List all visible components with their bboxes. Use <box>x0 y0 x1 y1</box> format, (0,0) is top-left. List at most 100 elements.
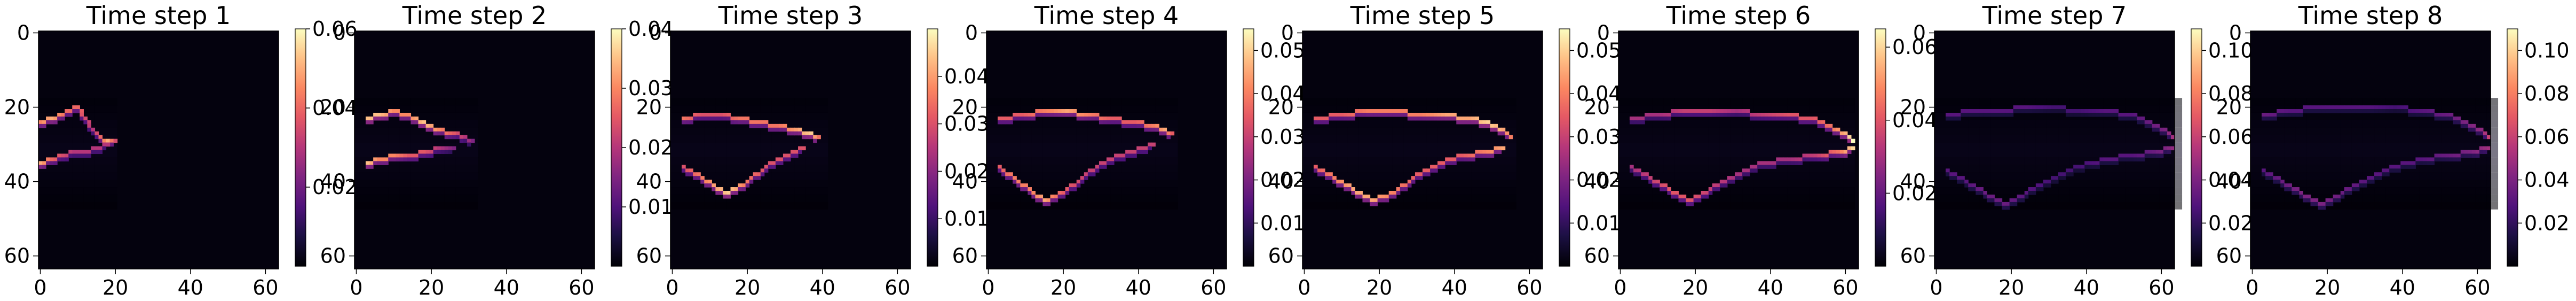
heatmap-cell <box>693 127 705 135</box>
heatmap-cell <box>1061 109 1066 113</box>
heatmap-cell <box>2453 172 2464 180</box>
heatmap-cell <box>1358 142 1370 150</box>
heatmap-cell <box>756 124 761 128</box>
heatmap-cell <box>455 202 467 210</box>
heatmap-cell <box>2159 157 2171 165</box>
heatmap-cell <box>1091 112 1096 117</box>
heatmap-cell <box>1460 202 1472 210</box>
heatmap-cell <box>1035 194 1040 199</box>
heatmap-cell <box>753 172 757 176</box>
y-tick-label: 20 <box>320 96 346 119</box>
x-tick-label: 20 <box>734 276 760 299</box>
heatmap-cell <box>452 146 456 151</box>
heatmap-cell <box>2058 127 2070 135</box>
heatmap-cell <box>2096 109 2100 113</box>
heatmap-cell <box>2262 202 2273 210</box>
heatmap-cell <box>794 172 806 180</box>
heatmap-cell <box>1133 124 1137 128</box>
heatmap-cell <box>46 116 50 121</box>
heatmap-cell <box>2351 109 2356 113</box>
heatmap-cell <box>1641 157 1653 165</box>
heatmap-cell <box>693 142 705 150</box>
heatmap-cell <box>2096 165 2100 169</box>
heatmap-cell <box>715 165 727 173</box>
heatmap-cell <box>1678 198 1683 203</box>
heatmap-cell <box>2295 112 2300 117</box>
heatmap-cell <box>726 116 731 121</box>
x-tick-label: 60 <box>1832 276 1858 299</box>
heatmap-cell <box>50 187 61 195</box>
heatmap-cell <box>440 127 445 132</box>
heatmap-cell <box>1373 109 1378 113</box>
heatmap-cell <box>1321 172 1325 176</box>
heatmap-cell <box>805 180 817 188</box>
heatmap-cell <box>1441 112 1445 117</box>
heatmap-cell <box>1964 180 1969 184</box>
heatmap-cell <box>1358 120 1370 128</box>
heatmap-cell <box>2114 120 2126 128</box>
heatmap-cell <box>2017 109 2021 113</box>
heatmap-cell <box>2009 202 2014 206</box>
heatmap-cell <box>1490 153 1495 158</box>
heatmap-cell <box>2464 150 2469 155</box>
heatmap-cell <box>38 105 50 113</box>
heatmap-cell <box>2340 98 2352 106</box>
heatmap-cell <box>410 165 422 173</box>
plume-front-2 <box>682 146 806 199</box>
heatmap-cell <box>1434 165 1438 169</box>
heatmap-cell <box>1437 142 1449 150</box>
heatmap-cell <box>2273 165 2285 173</box>
heatmap-cell <box>1704 194 1709 199</box>
heatmap-cell <box>2118 153 2123 158</box>
heatmap-cell <box>1641 127 1653 135</box>
colorbar <box>1243 28 1254 267</box>
heatmap-cell <box>1456 116 1460 121</box>
heatmap-cell <box>2336 105 2341 110</box>
heatmap-cell <box>682 157 693 165</box>
heatmap-cell <box>1133 194 1144 202</box>
heatmap-cell <box>467 138 471 143</box>
heatmap-cell <box>1652 142 1664 150</box>
heatmap-cell <box>1314 135 1325 143</box>
heatmap-cell <box>1843 194 1855 202</box>
heatmap-cell <box>1430 168 1434 173</box>
heatmap-cell <box>760 98 772 106</box>
heatmap-cell <box>1426 168 1431 173</box>
heatmap-cell <box>813 138 817 143</box>
heatmap-cell <box>2453 165 2464 173</box>
heatmap-cell <box>1381 112 1386 117</box>
heatmap-cell <box>1674 127 1686 135</box>
heatmap-cell <box>1325 142 1337 150</box>
heatmap-cell <box>1396 187 1401 191</box>
heatmap-cell <box>1054 135 1065 143</box>
heatmap-cell <box>407 112 412 117</box>
heatmap-cell <box>738 142 749 150</box>
heatmap-cell <box>1765 112 1769 117</box>
heatmap-cell <box>1426 150 1438 158</box>
heatmap-cell <box>1392 190 1397 195</box>
heatmap-cell <box>2250 165 2262 173</box>
heatmap-cell <box>1817 153 1822 158</box>
heatmap-cell <box>2273 135 2285 143</box>
heatmap-cell <box>805 202 817 210</box>
heatmap-cell <box>440 131 445 136</box>
heatmap-cell <box>399 116 404 121</box>
plume-front-1 <box>1946 105 2175 140</box>
heatmap-cell <box>388 112 392 117</box>
heatmap-cell <box>2351 112 2363 120</box>
heatmap-cell <box>2092 202 2104 210</box>
heatmap-cell <box>354 142 366 150</box>
heatmap-cell <box>2486 165 2499 173</box>
heatmap-cell <box>1719 187 1731 195</box>
heatmap-cell <box>1042 187 1054 195</box>
heatmap-cell <box>1314 120 1318 125</box>
heatmap-cell <box>798 150 802 155</box>
heatmap-cell <box>1163 127 1167 132</box>
y-tick-label: 60 <box>1900 244 1926 268</box>
heatmap-cell <box>693 135 705 143</box>
heatmap-cell <box>1426 112 1431 117</box>
heatmap-cell <box>2288 187 2292 191</box>
heatmap-cell <box>1336 120 1348 128</box>
heatmap-cell <box>399 120 411 128</box>
heatmap-cell <box>388 153 392 158</box>
